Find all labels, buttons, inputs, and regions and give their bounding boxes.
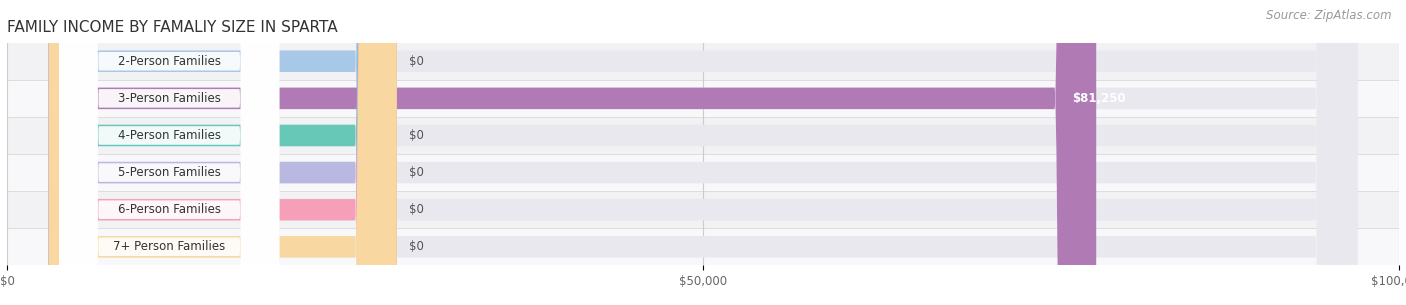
FancyBboxPatch shape (49, 0, 396, 305)
FancyBboxPatch shape (49, 0, 1357, 305)
FancyBboxPatch shape (59, 0, 280, 305)
Text: 2-Person Families: 2-Person Families (118, 55, 221, 68)
Bar (7, 117, 1399, 154)
FancyBboxPatch shape (49, 0, 396, 305)
Bar (7, 191, 1399, 228)
FancyBboxPatch shape (49, 0, 1357, 305)
Bar (7, 228, 1399, 265)
FancyBboxPatch shape (49, 0, 1357, 305)
FancyBboxPatch shape (49, 0, 1357, 305)
Text: $0: $0 (409, 55, 425, 68)
Text: $0: $0 (409, 129, 425, 142)
FancyBboxPatch shape (59, 0, 280, 305)
Text: 6-Person Families: 6-Person Families (118, 203, 221, 216)
Text: 7+ Person Families: 7+ Person Families (112, 240, 225, 253)
FancyBboxPatch shape (59, 0, 280, 305)
FancyBboxPatch shape (49, 0, 396, 305)
Text: FAMILY INCOME BY FAMALIY SIZE IN SPARTA: FAMILY INCOME BY FAMALIY SIZE IN SPARTA (7, 20, 337, 34)
Text: 4-Person Families: 4-Person Families (118, 129, 221, 142)
FancyBboxPatch shape (59, 0, 280, 305)
Text: 5-Person Families: 5-Person Families (118, 166, 221, 179)
Text: $0: $0 (409, 166, 425, 179)
FancyBboxPatch shape (49, 0, 1097, 305)
Text: $0: $0 (409, 203, 425, 216)
Text: $0: $0 (409, 240, 425, 253)
FancyBboxPatch shape (49, 0, 1357, 305)
FancyBboxPatch shape (49, 0, 396, 305)
Bar (7, 80, 1399, 117)
FancyBboxPatch shape (59, 0, 280, 305)
Bar (7, 43, 1399, 80)
Bar (7, 154, 1399, 191)
Text: 3-Person Families: 3-Person Families (118, 92, 221, 105)
Text: Source: ZipAtlas.com: Source: ZipAtlas.com (1267, 9, 1392, 22)
FancyBboxPatch shape (49, 0, 1357, 305)
Text: $81,250: $81,250 (1071, 92, 1125, 105)
FancyBboxPatch shape (59, 0, 280, 305)
FancyBboxPatch shape (49, 0, 396, 305)
